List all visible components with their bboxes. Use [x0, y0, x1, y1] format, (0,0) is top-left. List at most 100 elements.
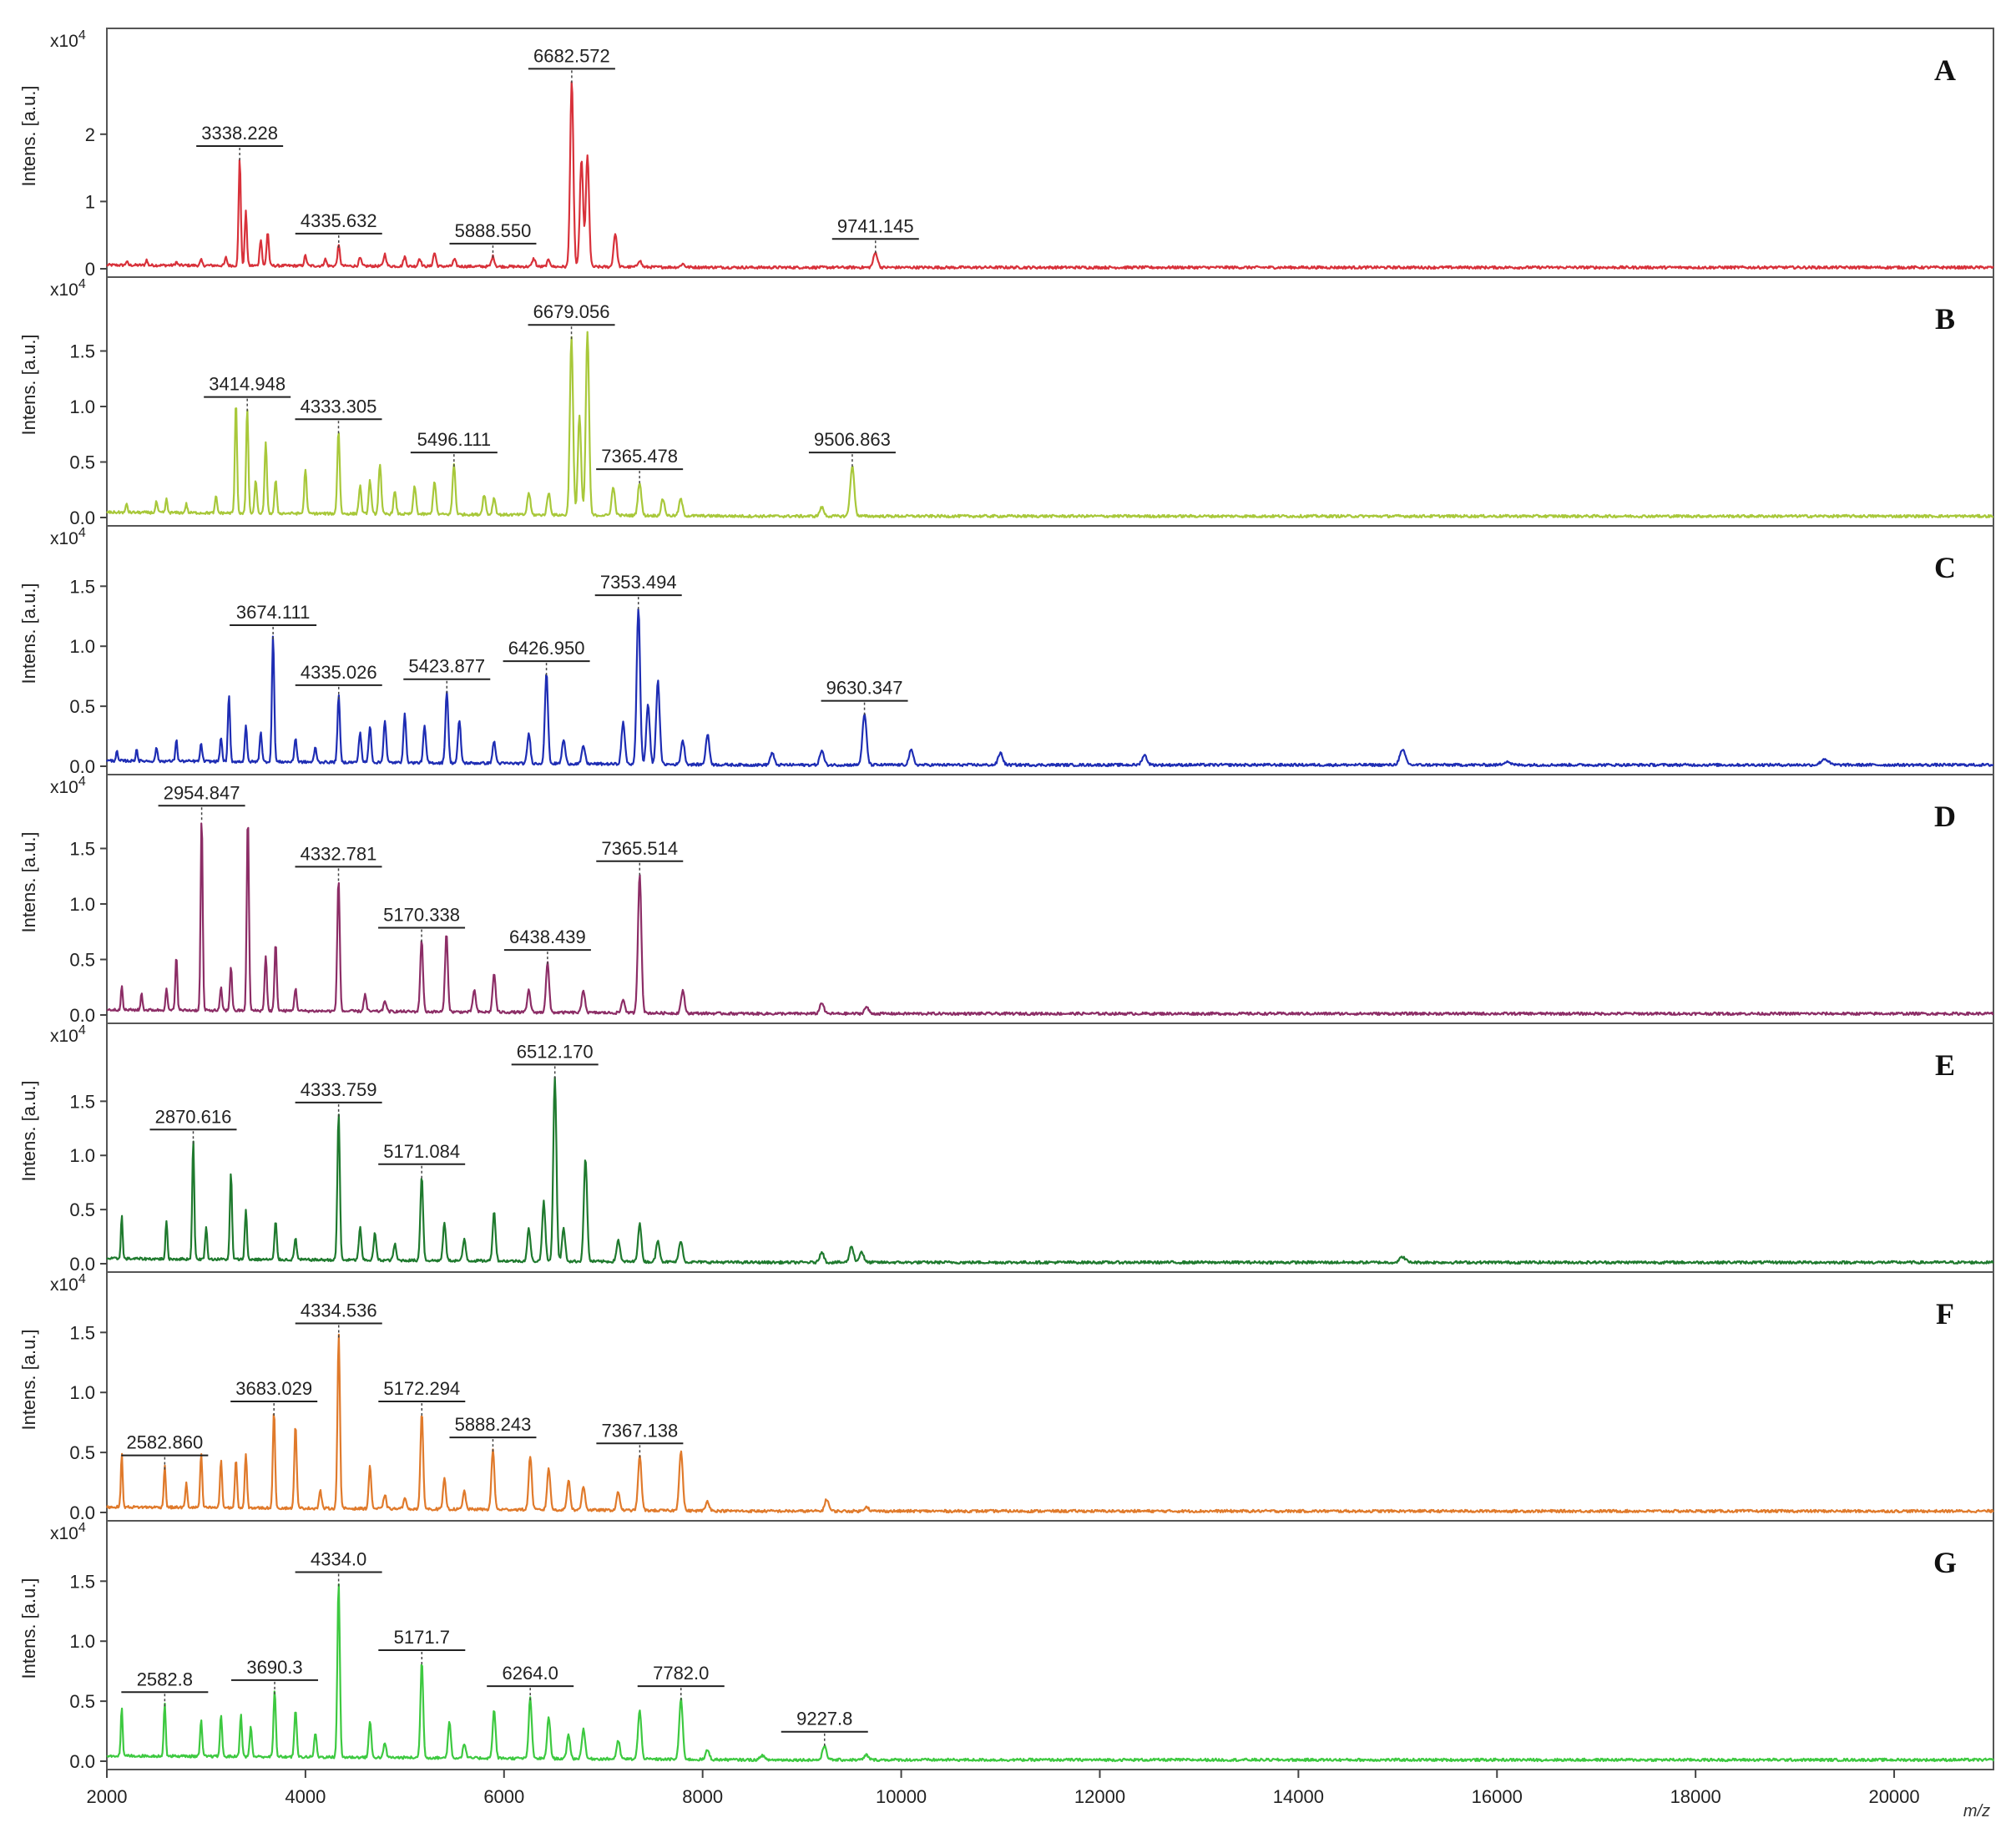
peak-label: 3683.029 — [235, 1378, 312, 1399]
y-axis-label: Intens. [a.u.] — [18, 85, 39, 186]
peak-label: 2582.8 — [137, 1669, 193, 1689]
y-tick-label: 0.0 — [69, 1254, 95, 1275]
peak-label: 3674.111 — [236, 602, 311, 623]
peak-label: 6512.170 — [517, 1041, 594, 1062]
y-axis-label: Intens. [a.u.] — [18, 1329, 39, 1430]
y-tick-label: 1.5 — [69, 1091, 95, 1112]
spectrum-line-b — [106, 331, 1994, 519]
spectrum-line-d — [106, 822, 1994, 1017]
y-tick-label: 1.0 — [69, 1145, 95, 1166]
spectrum-panel-f: 0.0 0.5 1.0 1.5 x104 Intens. [a.u.] 2582.860 36… — [18, 1271, 1994, 1523]
x-tick-label: 14000 — [1273, 1786, 1324, 1807]
peak-label: 5888.243 — [455, 1414, 532, 1435]
panel-letter-g: G — [1933, 1546, 1957, 1579]
peak-label: 2870.616 — [155, 1106, 232, 1127]
peak-label: 7365.478 — [601, 446, 678, 467]
peak-label: 5172.294 — [383, 1378, 460, 1399]
y-multiplier-base: x10 — [50, 32, 78, 51]
spectrum-panel-d: 0.0 0.5 1.0 1.5 x104 Intens. [a.u.] 2954.847 43… — [18, 774, 1994, 1026]
peak-label: 2954.847 — [164, 782, 240, 803]
spectrum-line-f — [105, 1333, 1994, 1514]
peak-label: 5496.111 — [417, 429, 492, 450]
peak-label: 4335.632 — [301, 210, 377, 231]
x-axis-label: m/z — [1963, 1802, 1990, 1820]
x-tick-label: 6000 — [483, 1786, 524, 1807]
panel-frame — [106, 28, 1994, 278]
panel-letter-f: F — [1936, 1297, 1954, 1330]
x-tick-label: 18000 — [1670, 1786, 1721, 1807]
panel-frame — [106, 1520, 1994, 1770]
peak-label: 5171.7 — [394, 1627, 450, 1648]
y-multiplier-exponent: 4 — [78, 28, 86, 43]
y-tick-label: 1.0 — [69, 636, 95, 657]
y-multiplier: x104 — [50, 1272, 86, 1295]
y-axis-label: Intens. [a.u.] — [18, 831, 39, 932]
y-tick-label: 0.0 — [69, 507, 95, 528]
y-multiplier-base: x10 — [50, 529, 78, 548]
peak-label: 9227.8 — [796, 1709, 852, 1729]
peak-label: 6682.572 — [533, 45, 610, 66]
panel-letter-a: A — [1934, 53, 1956, 87]
peak-label: 3690.3 — [246, 1657, 302, 1678]
peak-label: 6426.950 — [508, 638, 585, 659]
y-tick-label: 0.0 — [69, 1751, 95, 1772]
spectrum-line-c — [106, 608, 1994, 768]
y-tick-label: 1.5 — [69, 839, 95, 860]
panel-letter-c: C — [1934, 551, 1956, 584]
peak-label: 6438.439 — [509, 927, 586, 947]
panel-frame — [106, 774, 1994, 1024]
spectrum-panel-g: 0.0 0.5 1.0 1.5 x104 Intens. [a.u.] 2582.8 3690… — [18, 1520, 1995, 1772]
peak-label: 5423.877 — [408, 656, 485, 677]
peak-label: 5170.338 — [383, 905, 460, 926]
x-tick-label: 10000 — [876, 1786, 927, 1807]
y-multiplier: x104 — [50, 775, 86, 797]
y-multiplier-exponent: 4 — [78, 1521, 86, 1535]
y-tick-label: 0.5 — [69, 696, 95, 717]
y-tick-label: 1.5 — [69, 1571, 95, 1592]
y-axis-label: Intens. [a.u.] — [18, 334, 39, 435]
peak-label: 3338.228 — [201, 123, 278, 144]
y-tick-label: 0.0 — [69, 756, 95, 777]
peak-label: 7782.0 — [653, 1663, 709, 1684]
spectrum-panel-a: 0 1 2 x104 Intens. [a.u.] 3338.228 4335.632 588… — [18, 28, 1994, 280]
y-tick-label: 1.5 — [69, 1322, 95, 1343]
peak-label: 7353.494 — [600, 572, 677, 593]
x-tick-label: 16000 — [1472, 1786, 1523, 1807]
spectrum-line-e — [106, 1076, 1994, 1265]
peak-label: 4334.536 — [301, 1300, 377, 1321]
y-multiplier-exponent: 4 — [78, 775, 86, 789]
y-multiplier: x104 — [50, 1521, 86, 1543]
peak-label: 4333.305 — [301, 396, 377, 417]
y-multiplier-base: x10 — [50, 778, 78, 797]
y-multiplier-exponent: 4 — [78, 1272, 86, 1286]
y-multiplier-exponent: 4 — [78, 277, 86, 291]
y-tick-label: 0.0 — [69, 1005, 95, 1026]
peak-label: 5171.084 — [383, 1141, 460, 1162]
panel-frame — [106, 276, 1994, 527]
y-tick-label: 1.0 — [69, 1382, 95, 1403]
y-axis-label: Intens. [a.u.] — [18, 1578, 39, 1679]
peak-label: 9741.145 — [837, 215, 914, 236]
panel-letter-d: D — [1934, 800, 1956, 833]
peak-label: 6679.056 — [533, 301, 610, 322]
y-multiplier-exponent: 4 — [78, 526, 86, 540]
peak-label: 4335.026 — [301, 662, 377, 683]
peak-label: 4333.759 — [301, 1079, 377, 1100]
spectrum-panel-e: 0.0 0.5 1.0 1.5 x104 Intens. [a.u.] 2870.616 43… — [18, 1022, 1994, 1275]
y-tick-label: 0.5 — [69, 1199, 95, 1220]
peak-label: 4332.781 — [301, 843, 377, 864]
y-tick-label: 0 — [85, 259, 95, 280]
y-tick-label: 0.5 — [69, 452, 95, 473]
y-tick-label: 0.5 — [69, 950, 95, 971]
spectrum-panel-c: 0.0 0.5 1.0 1.5 x104 Intens. [a.u.] 3674.111 43… — [18, 525, 1994, 777]
y-multiplier: x104 — [50, 526, 86, 548]
y-tick-label: 2 — [85, 124, 95, 145]
y-tick-label: 0.5 — [69, 1691, 95, 1712]
spectrum-line-g — [106, 1583, 1995, 1763]
y-multiplier-base: x10 — [50, 1275, 78, 1295]
y-tick-label: 1.5 — [69, 576, 95, 597]
x-axis: 2000 4000 6000 8000 10000 12000 14000 16000 1800… — [87, 1770, 1990, 1820]
y-tick-label: 0.5 — [69, 1442, 95, 1463]
